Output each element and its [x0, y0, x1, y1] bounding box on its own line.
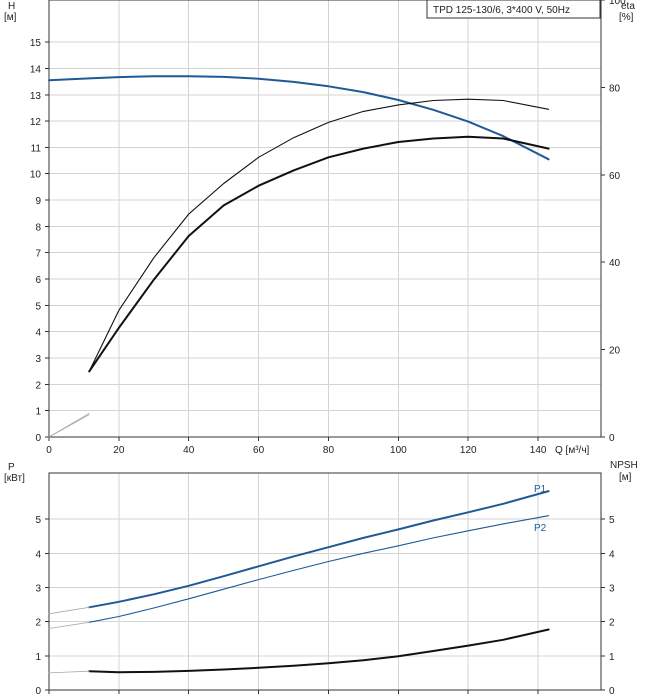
y-tick-label: 1 [35, 652, 41, 663]
series-label-p1: P1 [534, 484, 547, 495]
top-panel: 0 20 40 60 80 100 120 1400123456789101112131415… [4, 0, 635, 456]
y2-tick-label: 5 [609, 515, 615, 526]
y-axis-unit-p: [кВт] [4, 473, 25, 484]
y2-tick-label: 2 [609, 618, 615, 629]
x-tick-label: 60 [253, 445, 265, 456]
y2-tick-label: 3 [609, 583, 615, 594]
x-tick-label: 100 [390, 445, 407, 456]
y2-tick-label: 60 [609, 171, 621, 182]
top-series [48, 75, 550, 438]
y-tick-label: 3 [35, 583, 41, 594]
y-tick-label: 13 [30, 91, 42, 102]
y-tick-label: 7 [35, 249, 41, 260]
y2-axis-unit-npsh: [м] [619, 472, 632, 483]
bottom-series [48, 490, 550, 674]
y-tick-label: 2 [35, 618, 41, 629]
y-tick-label: 4 [35, 549, 41, 560]
y-axis-unit-h: [м] [4, 12, 17, 23]
y2-tick-label: 80 [609, 83, 621, 94]
y-tick-label: 14 [30, 64, 42, 75]
y-axis-label-h: H [8, 1, 15, 12]
y-tick-label: 0 [35, 686, 41, 697]
series-line [48, 75, 550, 161]
y2-tick-label: 0 [609, 433, 615, 444]
y2-axis-label-eta: eta [621, 1, 635, 12]
x-tick-label: 80 [323, 445, 335, 456]
chart-title: TPD 125-130/6, 3*400 V, 50Hz [433, 5, 570, 16]
bottom-grid [49, 473, 601, 690]
y-tick-label: 4 [35, 328, 41, 339]
bottom-panel: 0 1 2 3 4 5 0 1 2 3 4 5 P [кВт] NPSH [м] P1 P2 [4, 460, 638, 697]
y2-axis-unit-eta: [%] [619, 12, 634, 23]
series-line [88, 628, 550, 674]
y2-tick-label: 100 [609, 0, 626, 7]
top-axis-ticks: 0 20 40 60 80 100 120 1400123456789101112131415… [30, 0, 626, 456]
chart-title-box [426, 0, 601, 19]
y-tick-label: 9 [35, 196, 41, 207]
y-tick-label: 6 [35, 275, 41, 286]
y-tick-label: 3 [35, 354, 41, 365]
x-axis-label-q: Q [м³/ч] [555, 445, 590, 456]
series-line [88, 515, 550, 623]
series-line [48, 606, 90, 615]
y-tick-label: 5 [35, 515, 41, 526]
top-grid [49, 0, 601, 437]
x-tick-label: 120 [460, 445, 477, 456]
y2-tick-label: 4 [609, 549, 615, 560]
y-tick-label: 11 [31, 143, 42, 154]
bottom-plot-frame [48, 472, 602, 691]
y2-tick-label: 0 [609, 686, 615, 697]
bottom-axis-ticks: 0 1 2 3 4 5 0 1 2 3 4 5 [35, 515, 615, 697]
y-tick-label: 8 [35, 222, 41, 233]
x-tick-label: 140 [530, 445, 547, 456]
series-line [48, 621, 90, 629]
y-tick-label: 2 [35, 380, 41, 391]
y-tick-label: 0 [35, 433, 41, 444]
x-tick-label: 40 [183, 445, 195, 456]
y2-tick-label: 20 [609, 346, 621, 357]
series-line [48, 412, 90, 438]
y-tick-label: 1 [35, 407, 41, 418]
series-label-p2: P2 [534, 523, 547, 534]
y-tick-label: 10 [30, 170, 42, 181]
y2-tick-label: 40 [609, 258, 621, 269]
x-tick-label: 0 [46, 445, 52, 456]
y-axis-label-p: P [8, 462, 15, 473]
series-line [88, 135, 550, 373]
x-tick-label: 20 [113, 445, 125, 456]
top-plot-frame [48, 0, 602, 438]
y-tick-label: 15 [30, 38, 42, 49]
y2-axis-label-npsh: NPSH [610, 460, 638, 471]
y2-tick-label: 1 [609, 652, 615, 663]
series-line [88, 490, 550, 609]
y-tick-label: 5 [35, 301, 41, 312]
series-line [48, 670, 90, 674]
series-line [88, 98, 550, 372]
y-tick-label: 12 [30, 117, 42, 128]
